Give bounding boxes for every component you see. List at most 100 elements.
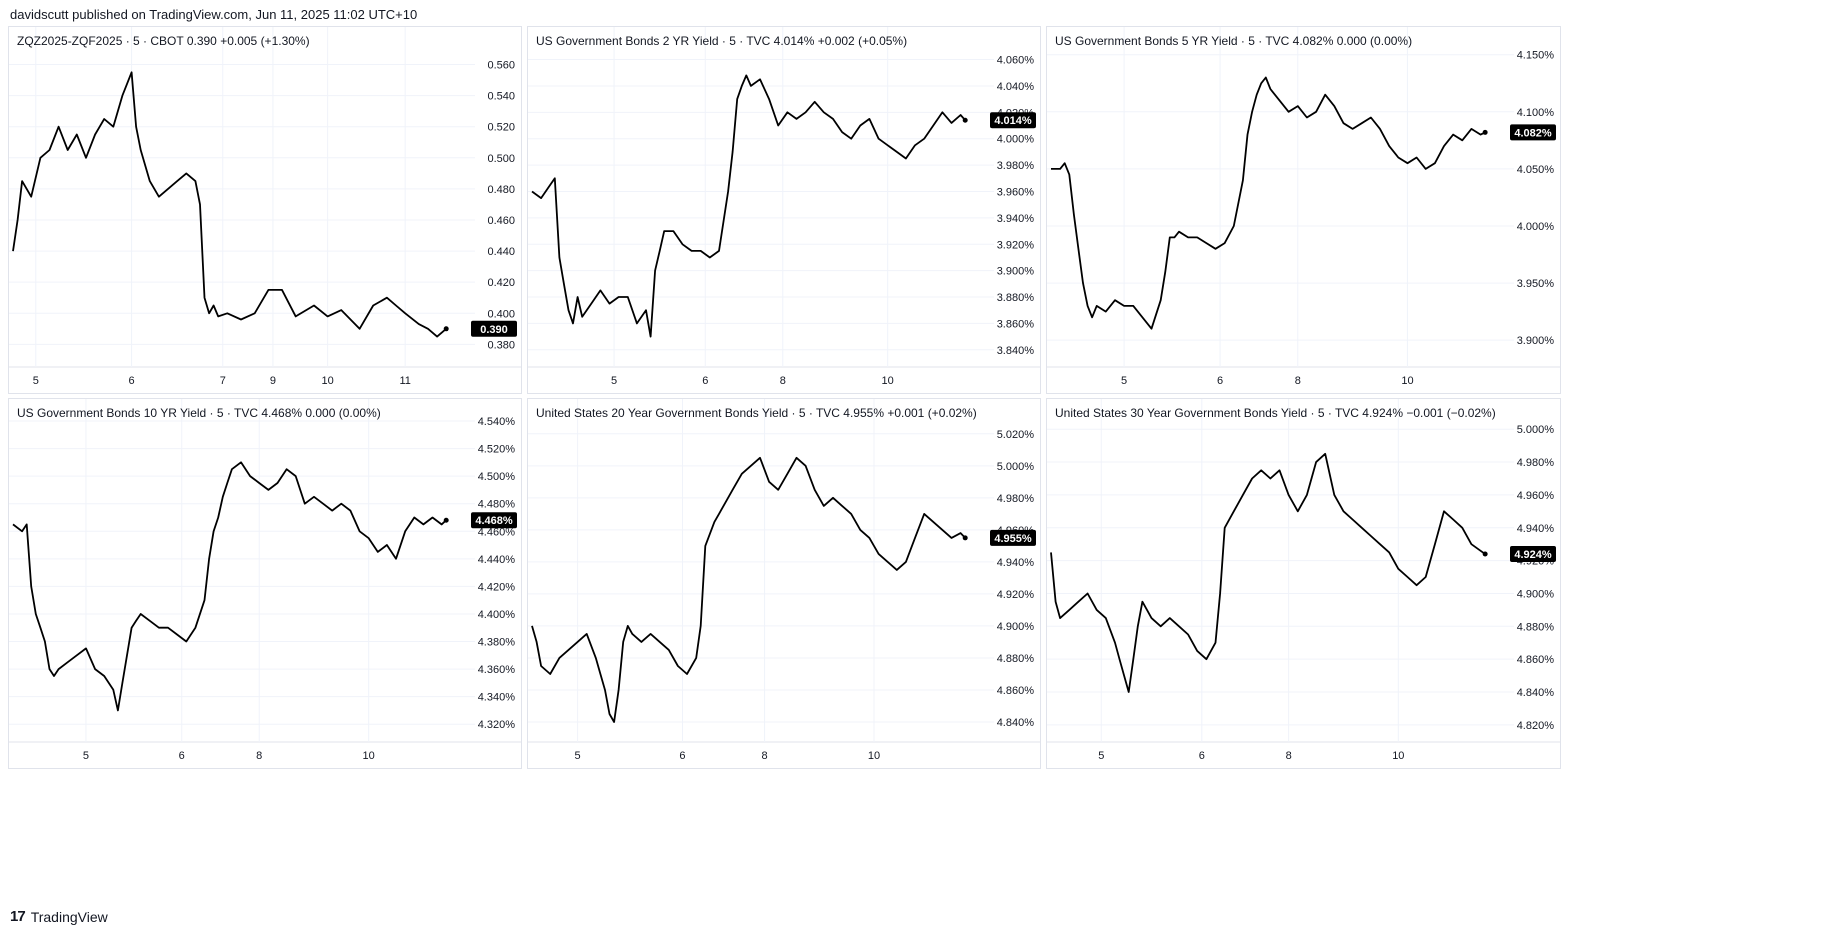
tradingview-logo-icon: 17 bbox=[10, 908, 26, 925]
y-tick-label: 3.860% bbox=[997, 318, 1035, 330]
footer: 17 TradingView bbox=[10, 908, 108, 925]
x-tick-label: 8 bbox=[1295, 375, 1301, 387]
chart-panel-1[interactable]: 0.380 0.400 0.420 0.440 0.460 0.480 0.500 0.520… bbox=[8, 26, 522, 394]
x-tick-label: 6 bbox=[679, 750, 685, 762]
y-tick-label: 3.980% bbox=[997, 160, 1035, 172]
series-line bbox=[1051, 76, 1486, 330]
y-tick-label: 4.980% bbox=[997, 493, 1035, 505]
y-tick-label: 3.950% bbox=[1517, 278, 1555, 290]
x-tick-label: 8 bbox=[761, 750, 767, 762]
y-tick-label: 4.380% bbox=[478, 637, 516, 649]
last-value-label: 4.082% bbox=[1514, 127, 1552, 139]
x-tick-label: 9 bbox=[270, 375, 276, 387]
y-tick-label: 4.480% bbox=[478, 499, 516, 511]
y-tick-label: 4.900% bbox=[997, 621, 1035, 633]
y-tick-label: 4.880% bbox=[997, 653, 1035, 665]
y-tick-label: 5.000% bbox=[997, 461, 1035, 473]
y-tick-label: 4.150% bbox=[1517, 50, 1555, 62]
y-tick-label: 0.380 bbox=[487, 339, 515, 351]
y-tick-label: 4.050% bbox=[1517, 164, 1555, 176]
last-value-badge bbox=[990, 529, 1036, 546]
y-tick-label: 3.920% bbox=[997, 239, 1035, 251]
last-point-marker bbox=[962, 117, 968, 123]
chart-legend: US Government Bonds 2 YR Yield · 5 · TVC… bbox=[536, 34, 908, 48]
last-value-label: 4.955% bbox=[994, 533, 1032, 545]
x-tick-label: 6 bbox=[1199, 750, 1205, 762]
last-value-badge bbox=[990, 112, 1036, 129]
footer-brand: TradingView bbox=[30, 908, 108, 925]
chart-svg: 0.380 0.400 0.420 0.440 0.460 0.480 0.500 0.520… bbox=[9, 27, 521, 387]
y-tick-label: 4.360% bbox=[478, 664, 516, 676]
y-tick-label: 5.020% bbox=[997, 429, 1035, 441]
x-tick-label: 6 bbox=[1217, 375, 1223, 387]
x-tick-label: 10 bbox=[322, 375, 334, 387]
y-tick-label: 4.400% bbox=[478, 609, 516, 621]
y-tick-label: 0.480 bbox=[487, 184, 515, 196]
y-tick-label: 0.440 bbox=[487, 246, 515, 258]
y-tick-label: 4.980% bbox=[1517, 457, 1555, 469]
x-tick-label: 11 bbox=[399, 375, 410, 387]
y-tick-label: 0.560 bbox=[487, 60, 515, 72]
y-tick-label: 4.880% bbox=[1517, 621, 1555, 633]
y-tick-label: 4.060% bbox=[997, 55, 1035, 67]
last-point-marker bbox=[443, 517, 449, 523]
x-tick-label: 6 bbox=[179, 750, 185, 762]
x-tick-label: 8 bbox=[780, 375, 786, 387]
last-value-label: 4.468% bbox=[475, 515, 513, 527]
chart-svg: 4.820%4.840%4.860%4.880%4.900%4.920%4.94… bbox=[1047, 399, 1560, 762]
x-tick-label: 5 bbox=[1098, 750, 1104, 762]
y-tick-label: 4.540% bbox=[478, 416, 516, 428]
y-tick-label: 0.500 bbox=[487, 153, 515, 165]
x-tick-label: 10 bbox=[1401, 375, 1413, 387]
chart-legend: United States 20 Year Government Bonds Y… bbox=[536, 406, 977, 420]
x-tick-label: 10 bbox=[363, 750, 375, 762]
chart-panel-6[interactable]: 4.820%4.840%4.860%4.880%4.900%4.920%4.94… bbox=[1046, 398, 1561, 769]
x-tick-label: 7 bbox=[220, 375, 226, 387]
x-tick-label: 5 bbox=[575, 750, 581, 762]
y-tick-label: 4.960% bbox=[1517, 490, 1555, 502]
y-tick-label: 4.460% bbox=[478, 526, 516, 538]
chart-legend: ZQZ2025-ZQF2025 · 5 · CBOT 0.390 +0.005 … bbox=[17, 34, 310, 48]
chart-legend: US Government Bonds 5 YR Yield · 5 · TVC… bbox=[1055, 34, 1413, 48]
last-value-label: 4.924% bbox=[1514, 549, 1552, 561]
series-line bbox=[531, 74, 966, 338]
chart-svg: 4.320% 4.340% 4.360% 4.380% 4.400% 4.420% 4.44… bbox=[9, 399, 521, 762]
chart-panel-5[interactable]: 4.840%4.860%4.880%4.900%4.920%4.940%4.96… bbox=[527, 398, 1041, 769]
x-tick-label: 5 bbox=[83, 750, 89, 762]
y-tick-label: 3.960% bbox=[997, 186, 1035, 198]
last-value-badge bbox=[1510, 546, 1556, 563]
chart-panel-4[interactable]: 4.320% 4.340% 4.360% 4.380% 4.400% 4.420% 4.44… bbox=[8, 398, 522, 769]
y-tick-label: 4.000% bbox=[1517, 221, 1555, 233]
y-tick-label: 3.840% bbox=[997, 345, 1035, 357]
y-tick-label: 4.860% bbox=[1517, 654, 1555, 666]
series-line bbox=[12, 71, 447, 338]
last-point-marker bbox=[1482, 551, 1488, 557]
last-point-marker bbox=[962, 535, 968, 541]
x-tick-label: 5 bbox=[611, 375, 617, 387]
y-tick-label: 0.420 bbox=[487, 277, 515, 289]
y-tick-label: 3.900% bbox=[997, 266, 1035, 278]
y-tick-label: 4.100% bbox=[1517, 107, 1555, 119]
y-tick-label: 4.520% bbox=[478, 444, 516, 456]
last-point-marker bbox=[1482, 129, 1488, 135]
x-tick-label: 10 bbox=[882, 375, 894, 387]
x-tick-label: 8 bbox=[1286, 750, 1292, 762]
y-tick-label: 4.500% bbox=[478, 471, 516, 483]
series-line bbox=[12, 461, 447, 712]
x-tick-label: 5 bbox=[1121, 375, 1127, 387]
y-tick-label: 0.540 bbox=[487, 91, 515, 103]
x-tick-label: 8 bbox=[256, 750, 262, 762]
x-tick-label: 6 bbox=[128, 375, 134, 387]
series-line bbox=[531, 456, 966, 723]
chart-panel-3[interactable]: 3.900% 3.950% 4.000% 4.050% 4.100% 4.150% 5 6 8 1… bbox=[1046, 26, 1561, 394]
y-tick-label: 5.000% bbox=[1517, 424, 1555, 436]
y-tick-label: 0.520 bbox=[487, 122, 515, 134]
chart-svg: 3.900% 3.950% 4.000% 4.050% 4.100% 4.150% 5 6 8 1… bbox=[1047, 27, 1560, 387]
y-tick-label: 4.940% bbox=[997, 557, 1035, 569]
last-value-label: 0.390 bbox=[480, 324, 508, 336]
last-value-badge bbox=[471, 320, 517, 337]
y-tick-label: 4.900% bbox=[1517, 588, 1555, 600]
chart-panel-2[interactable]: 3.840% 3.860% 3.880% 3.900% 3.920% 3.940% 3.96… bbox=[527, 26, 1041, 394]
y-tick-label: 4.320% bbox=[478, 719, 516, 731]
y-tick-label: 4.840% bbox=[997, 717, 1035, 729]
